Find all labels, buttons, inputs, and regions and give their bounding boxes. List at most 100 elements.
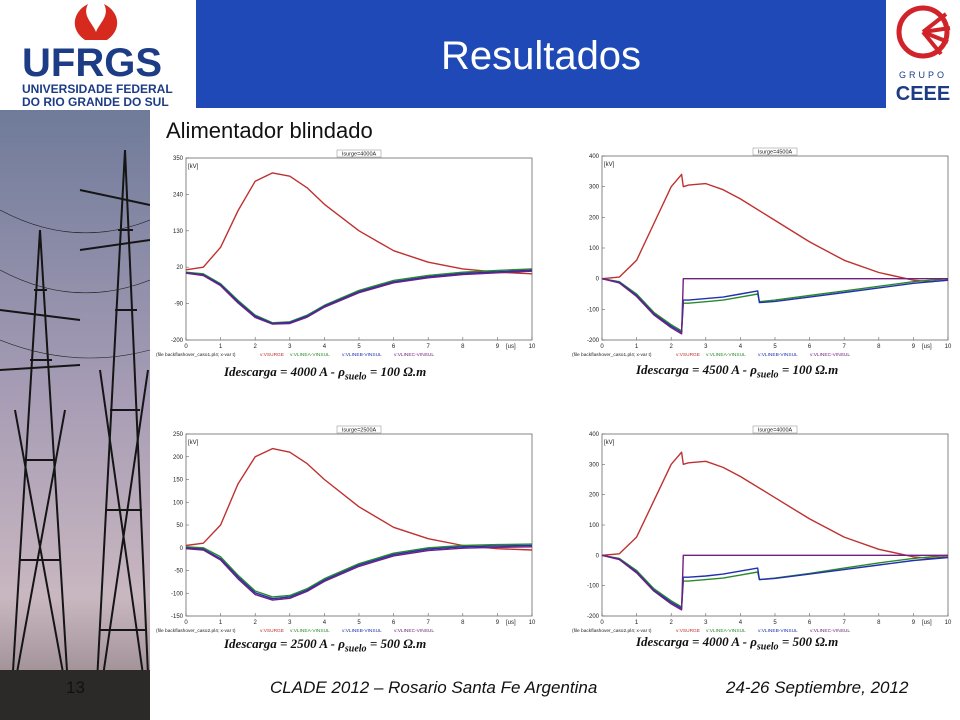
- x-tick-label: 0: [600, 620, 604, 626]
- series-line-1: [601, 173, 949, 283]
- ceee-logo-group: GRUPO: [899, 70, 947, 80]
- footer-conference: CLADE 2012 – Rosario Santa Fe Argentina: [270, 678, 598, 697]
- x-tick-label: 9: [496, 620, 500, 626]
- x-tick-label: 2: [670, 620, 674, 626]
- caption-4-sub: suelo: [756, 641, 779, 653]
- caption-4-rho: ρ: [750, 634, 757, 649]
- caption-1-current: Idescarga = 4000 A -: [224, 364, 339, 379]
- plot-title-box: [752, 147, 798, 156]
- header-bar: [196, 0, 886, 108]
- caption-1-rest: = 100 Ω.m: [366, 364, 427, 379]
- ufrgs-emblem: UFRGS UNIVERSIDADE FEDERAL DO RIO GRANDE…: [22, 4, 173, 109]
- series-line-2: [185, 268, 533, 324]
- y-tick-label: 200: [589, 215, 600, 221]
- caption-1-sub: suelo: [344, 371, 367, 383]
- x-tick-label: 5: [773, 344, 777, 350]
- y-tick-label: 300: [589, 185, 600, 191]
- x-axis-label: [us]: [922, 344, 932, 350]
- y-tick-label: 240: [173, 192, 184, 198]
- y-tick-label: 300: [589, 462, 600, 468]
- legend-entry-5: v:VLINEC-VINSUL: [810, 628, 850, 634]
- y-tick-label: -150: [171, 614, 184, 620]
- x-tick-label: 4: [739, 344, 743, 350]
- plot-frame: [185, 157, 533, 341]
- x-tick-label: 6: [392, 344, 396, 350]
- y-tick-label: 130: [173, 229, 184, 235]
- series-line-1: [185, 172, 533, 275]
- caption-2-rest: = 100 Ω.m: [778, 362, 839, 377]
- y-axis-label: [kV]: [604, 162, 615, 168]
- footer-date: 24-26 Septiembre, 2012: [726, 678, 909, 697]
- x-tick-label: 5: [773, 620, 777, 626]
- y-axis-label: [kV]: [188, 164, 199, 170]
- y-tick-label: 20: [176, 265, 183, 271]
- y-tick-label: 100: [589, 523, 600, 529]
- caption-4: Idescarga = 4000 A - ρsuelo = 500 Ω.m: [636, 634, 838, 653]
- series-line-2: [601, 554, 949, 608]
- y-tick-label: -200: [587, 614, 600, 620]
- y-tick-label: 150: [173, 478, 184, 484]
- y-tick-label: -100: [587, 307, 600, 313]
- series-line-2: [601, 278, 949, 332]
- caption-2-sub: suelo: [756, 369, 779, 381]
- x-tick-label: 5: [357, 344, 361, 350]
- x-tick-label: 6: [808, 620, 812, 626]
- ufrgs-logo-name: UFRGS: [22, 41, 162, 85]
- y-tick-label: 400: [589, 154, 600, 160]
- series-line-4: [185, 546, 533, 601]
- x-tick-label: 1: [219, 344, 223, 350]
- ufrgs-logo: UFRGS UNIVERSIDADE FEDERAL DO RIO GRANDE…: [0, 0, 196, 110]
- x-tick-label: 2: [254, 620, 258, 626]
- legend-entry-2: v:VSURGE: [676, 628, 700, 634]
- y-tick-label: -50: [174, 569, 183, 575]
- series-line-2: [185, 543, 533, 598]
- plot-title: Isurge=2500A: [342, 428, 377, 434]
- ufrgs-logo-line3: DO RIO GRANDE DO SUL: [22, 95, 169, 109]
- series-line-4: [185, 270, 533, 325]
- caption-2-rho: ρ: [750, 362, 757, 377]
- caption-1: Idescarga = 4000 A - ρsuelo = 100 Ω.m: [224, 364, 426, 383]
- chart-3: Isurge=2500A[kV][us]250200150100500-50-1…: [156, 425, 536, 634]
- legend-entry-1: (file backflashover_caso1.pl4; x-var t): [572, 352, 652, 358]
- legend-entry-1: (file backflashover_caso2.pl4; x-var t): [156, 628, 236, 634]
- y-tick-label: 100: [589, 246, 600, 252]
- x-tick-label: 6: [808, 344, 812, 350]
- x-tick-label: 4: [323, 620, 327, 626]
- x-tick-label: 2: [254, 344, 258, 350]
- x-axis-label: [us]: [506, 620, 516, 626]
- chart-4: Isurge=4000A[kV][us]4003002001000-100-20…: [572, 425, 952, 634]
- x-tick-label: 0: [600, 344, 604, 350]
- x-tick-label: 9: [912, 620, 916, 626]
- ufrgs-logo-line2: UNIVERSIDADE FEDERAL: [22, 82, 173, 96]
- x-tick-label: 6: [392, 620, 396, 626]
- y-tick-label: 0: [596, 277, 600, 283]
- legend-entry-1: (file backflashover_caso2.pl4; x-var t): [572, 628, 652, 634]
- y-axis-label: [kV]: [188, 440, 199, 446]
- legend-entry-4: v:VLINEB-VINSUL: [342, 352, 382, 358]
- caption-3: Idescarga = 2500 A - ρsuelo = 500 Ω.m: [224, 636, 426, 655]
- y-tick-label: 50: [176, 523, 183, 529]
- slide-number: 13: [66, 678, 85, 697]
- x-tick-label: 9: [912, 344, 916, 350]
- x-tick-label: 4: [323, 344, 327, 350]
- legend-entry-3: v:VLINEA-VINSUL: [706, 628, 746, 634]
- x-tick-label: 7: [427, 620, 431, 626]
- legend-entry-4: v:VLINEB-VINSUL: [342, 628, 382, 634]
- caption-3-rho: ρ: [338, 636, 345, 651]
- x-tick-label: 8: [461, 620, 465, 626]
- y-tick-label: -100: [587, 584, 600, 590]
- y-tick-label: 200: [173, 455, 184, 461]
- section-subtitle: Alimentador blindado: [166, 118, 373, 143]
- caption-4-rest: = 500 Ω.m: [778, 634, 839, 649]
- x-tick-label: 5: [357, 620, 361, 626]
- x-tick-label: 1: [635, 344, 639, 350]
- x-tick-label: 0: [184, 620, 188, 626]
- legend-entry-1: (file backflashover_caso1.pl4; x-var t): [156, 352, 236, 358]
- series-line-3: [185, 269, 533, 325]
- x-tick-label: 3: [288, 620, 292, 626]
- x-tick-label: 8: [877, 344, 881, 350]
- legend-entry-3: v:VLINEA-VINSUL: [290, 628, 330, 634]
- legend-entry-3: v:VLINEA-VINSUL: [706, 352, 746, 358]
- y-tick-label: -90: [174, 302, 183, 308]
